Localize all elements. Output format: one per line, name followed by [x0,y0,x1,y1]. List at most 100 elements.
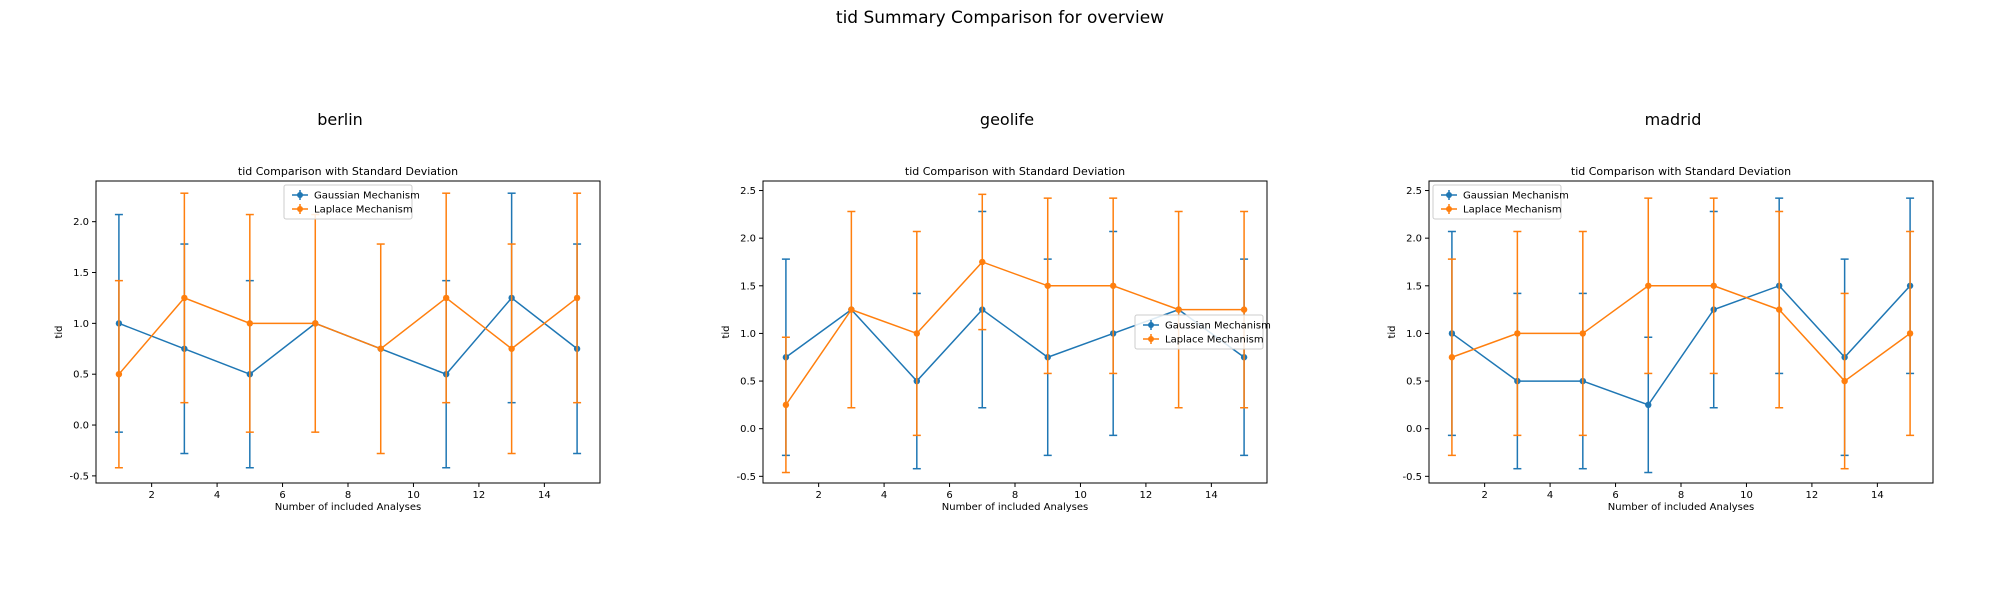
x-tick-label: 2 [148,490,154,501]
y-axis-label: tid [54,325,65,338]
legend-key-marker [297,192,303,198]
y-tick-label: 1.5 [1406,281,1422,292]
series-line [1451,285,1911,383]
data-point [1645,401,1652,409]
x-tick-label: 8 [1678,490,1684,501]
x-axis-label: Number of included Analyses [1608,502,1755,513]
series-line [118,296,578,375]
x-tick-label: 12 [473,490,486,501]
data-point [1841,377,1848,385]
legend-key-marker [1148,336,1154,342]
legend-box [283,184,413,220]
y-tick-label: 0.5 [73,370,89,381]
x-tick-label: 4 [881,490,887,501]
data-point [1906,330,1914,337]
legend-key-marker [1148,322,1154,328]
chart-panel-madrid: 2 4 6 8 10 12 14 -0.5 0.0 0.5 1.0 1.5 2.0 2.5 tid Comp… [1387,165,1934,513]
figure-title: tid Summary Comparison for overview [835,8,1165,28]
y-tick-label: -0.5 [736,472,756,483]
plot-area [95,180,601,484]
y-tick-label: 0.0 [73,421,89,432]
x-axis-label: Number of included Analyses [942,502,1089,513]
x-tick-label: 10 [407,490,420,501]
x-tick-label: 2 [1481,490,1487,501]
x-tick-label: 12 [1806,490,1819,501]
y-axis-label: tid [721,325,732,338]
plot-area [1428,180,1934,484]
data-point [115,370,123,378]
panel-title-berlin: berlin [317,110,363,129]
x-tick-label: 14 [538,490,551,501]
x-tick-label: 4 [214,490,220,501]
legend-label: Gaussian Mechanism [314,191,420,202]
x-tick-label: 4 [1547,490,1553,501]
data-point [442,294,450,302]
series-line [785,308,1245,383]
data-point [979,258,986,266]
panel-title-geolife: geolife [979,110,1035,129]
x-tick-label: 8 [345,490,351,501]
series-laplace-mechanism [781,193,1249,474]
data-point [508,345,515,352]
y-tick-label: 0.0 [740,424,756,435]
data-point [1109,282,1117,289]
legend-key-marker [1446,206,1452,212]
data-point [1448,354,1456,361]
y-tick-label: 0.5 [1406,377,1422,388]
data-point [1240,306,1248,313]
legend-label: Laplace Mechanism [314,205,413,216]
x-tick-label: 10 [1074,490,1087,501]
y-tick-label: 1.0 [1406,329,1422,340]
data-point [1044,282,1051,289]
y-tick-label: 1.5 [740,281,756,292]
x-tick-label: 2 [815,490,821,501]
y-tick-label: -0.5 [69,471,89,482]
series-line [1451,284,1911,406]
data-point [848,306,855,313]
y-tick-label: 2.0 [73,217,89,228]
y-tick-label: 1.0 [740,329,756,340]
data-point [1645,282,1652,289]
legend-label: Gaussian Mechanism [1463,191,1569,202]
data-point [782,401,790,409]
y-tick-label: 2.5 [1406,186,1422,197]
y-tick-label: -0.5 [1402,472,1422,483]
legend-box [1432,184,1562,220]
series-laplace-mechanism [1447,197,1915,470]
chart-panel-geolife: 2 4 6 8 10 12 14 -0.5 0.0 0.5 1.0 1.5 2.0 2.5 tid Comp… [721,165,1271,513]
series-line [785,261,1245,406]
data-point [1514,330,1521,337]
y-tick-label: 0.5 [740,377,756,388]
y-axis-label: tid [1387,325,1398,338]
legend-label: Laplace Mechanism [1463,205,1562,216]
x-tick-label: 6 [1612,490,1618,501]
data-point [181,294,188,302]
y-tick-label: 2.0 [1406,234,1422,245]
legend-label: Laplace Mechanism [1165,335,1264,346]
x-axis-label: Number of included Analyses [275,502,422,513]
y-tick-label: 1.0 [73,319,89,330]
data-point [1175,306,1182,313]
chart-title: tid Comparison with Standard Deviation [238,165,458,178]
x-tick-label: 6 [279,490,285,501]
legend-key-marker [1446,192,1452,198]
chart-panel-berlin: 2 4 6 8 10 12 14 -0.5 0.0 0.5 1.0 1.5 2.0 tid Compari… [54,165,601,513]
chart-title: tid Comparison with Standard Deviation [1571,165,1791,178]
data-point [1579,330,1587,337]
legend-label: Gaussian Mechanism [1165,321,1271,332]
legend-key-marker [297,206,303,212]
data-point [913,330,921,337]
legend-box [1134,314,1264,350]
legend: Gaussian Mechanism Laplace Mechanism [283,184,420,220]
x-tick-label: 8 [1012,490,1018,501]
data-point [312,320,319,327]
panel-title-madrid: madrid [1644,110,1702,129]
x-tick-label: 12 [1140,490,1153,501]
data-point [1775,306,1783,313]
data-point [1710,282,1717,289]
data-point [573,294,581,302]
legend: Gaussian Mechanism Laplace Mechanism [1134,314,1271,350]
x-tick-label: 6 [946,490,952,501]
x-tick-label: 14 [1871,490,1884,501]
